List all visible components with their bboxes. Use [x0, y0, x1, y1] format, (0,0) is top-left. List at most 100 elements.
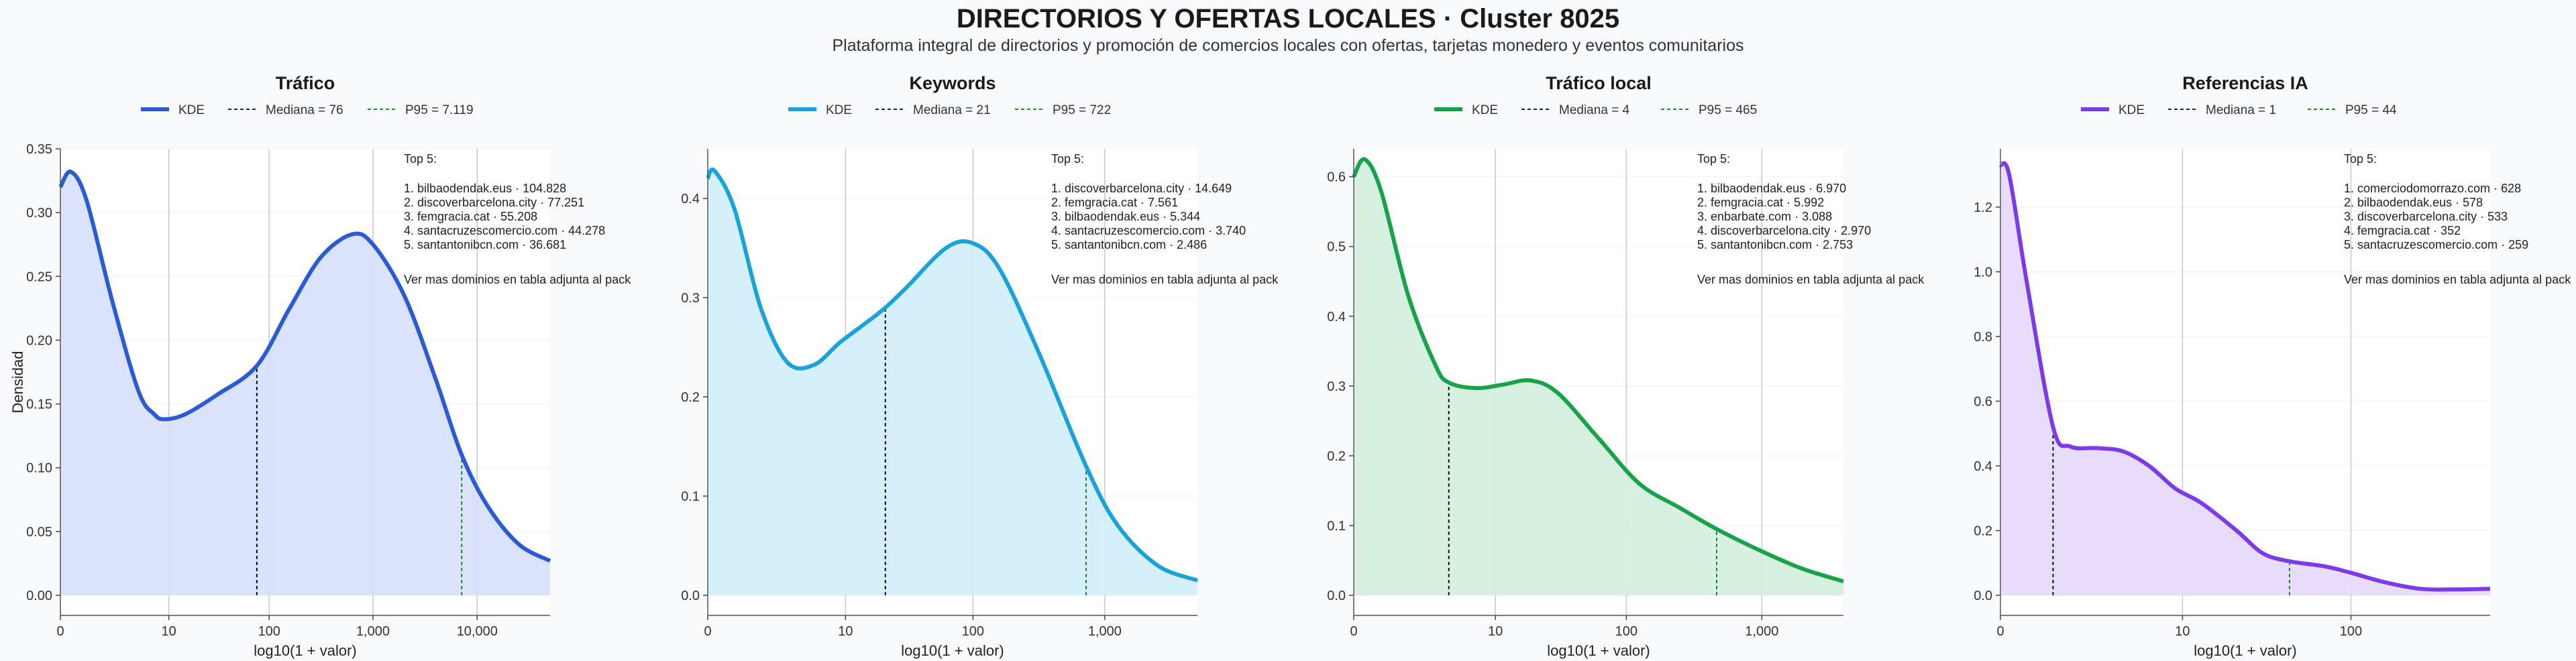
y-tick-label: 0.4: [681, 192, 700, 206]
y-tick-label: 0.15: [26, 398, 52, 412]
top5-item: 1. comerciodomorrazo.com · 628: [2344, 182, 2521, 195]
top5-item: 4. femgracia.cat · 352: [2344, 224, 2461, 237]
top5-footer: Ver mas dominios en tabla adjunta al pac…: [1697, 273, 1925, 286]
chart-1: Keywords KDE Mediana = 21 P95 = 722 0.0 0.1 0.…: [681, 73, 1279, 659]
chart-title: Referencias IA: [2182, 73, 2308, 93]
y-tick-label: 0.2: [681, 390, 700, 405]
top5-title: Top 5:: [404, 152, 437, 166]
y-tick-label: 0.1: [1327, 519, 1346, 534]
top5-title: Top 5:: [2344, 152, 2377, 166]
kde-area: [1354, 159, 1843, 595]
x-tick-label: 1,000: [356, 624, 390, 639]
top5-item: 3. bilbaodendak.eus · 5.344: [1051, 210, 1200, 223]
top5-item: 3. enbarbate.com · 3.088: [1697, 210, 1832, 223]
y-tick-label: 0.8: [1974, 330, 1992, 345]
y-tick-label: 0.6: [1327, 170, 1346, 185]
x-tick-label: 100: [962, 624, 984, 639]
top5-footer: Ver mas dominios en tabla adjunta al pac…: [1051, 273, 1279, 286]
y-tick-label: 0.6: [1974, 394, 1992, 409]
chart-title: Tráfico local: [1546, 73, 1652, 93]
chart-title: Tráfico: [276, 73, 335, 93]
legend-median-label: Mediana = 21: [913, 103, 991, 117]
x-tick-label: 10: [2175, 624, 2190, 639]
page-title: DIRECTORIOS Y OFERTAS LOCALES · Cluster …: [956, 4, 1620, 34]
top5-item: 2. discoverbarcelona.city · 77.251: [404, 196, 584, 209]
y-tick-label: 0.25: [26, 269, 52, 284]
top5-item: 1. discoverbarcelona.city · 14.649: [1051, 182, 1232, 195]
legend-p95-label: P95 = 7.119: [405, 103, 474, 117]
top5-item: 5. santantonibcn.com · 36.681: [404, 238, 566, 251]
y-tick-label: 0.1: [681, 489, 700, 504]
x-tick-label: 100: [258, 624, 280, 639]
y-tick-label: 0.2: [1974, 524, 1992, 538]
x-tick-label: 10,000: [457, 624, 498, 639]
kde-line: [58, 170, 551, 563]
x-tick-label: 0: [704, 624, 711, 639]
legend-kde-label: KDE: [2118, 103, 2145, 117]
legend-median-label: Mediana = 1: [2206, 103, 2276, 117]
legend-p95-label: P95 = 44: [2345, 103, 2397, 117]
top5-item: 2. femgracia.cat · 5.992: [1697, 196, 1824, 209]
top5-item: 5. santacruzescomercio.com · 259: [2344, 238, 2528, 251]
y-tick-label: 0.5: [1327, 240, 1346, 255]
x-axis-label: log10(1 + valor): [2194, 642, 2296, 659]
x-tick-label: 0: [1996, 624, 2004, 639]
x-tick-label: 0: [56, 624, 64, 639]
x-axis-label: log10(1 + valor): [254, 642, 356, 659]
y-tick-label: 0.20: [26, 333, 52, 348]
kde-area: [60, 171, 550, 595]
legend-kde-label: KDE: [178, 103, 205, 117]
y-tick-label: 0.4: [1974, 459, 1992, 474]
top5-item: 1. bilbaodendak.eus · 104.828: [404, 182, 566, 195]
top5-title: Top 5:: [1697, 152, 1730, 166]
y-tick-label: 1.0: [1974, 265, 1992, 280]
top5-item: 5. santantonibcn.com · 2.486: [1051, 238, 1207, 251]
page-subtitle: Plataforma integral de directorios y pro…: [832, 36, 1744, 55]
y-tick-label: 0.3: [1327, 379, 1346, 394]
legend-p95-label: P95 = 722: [1053, 103, 1111, 117]
top5-item: 2. bilbaodendak.eus · 578: [2344, 196, 2483, 209]
chart-0: Tráfico KDE Mediana = 76 P95 = 7.119 0.00 0.0…: [26, 73, 631, 659]
x-tick-label: 10: [162, 624, 176, 639]
y-tick-label: 0.3: [681, 291, 700, 306]
y-tick-label: 0.4: [1327, 310, 1346, 324]
top5-item: 4. santacruzescomercio.com · 44.278: [404, 224, 605, 237]
top5-title: Top 5:: [1051, 152, 1084, 166]
y-tick-label: 0.2: [1327, 449, 1346, 464]
y-tick-label: 0.35: [26, 142, 52, 157]
top5-item: 5. santantonibcn.com · 2.753: [1697, 238, 1853, 251]
x-tick-label: 1,000: [1088, 624, 1122, 639]
kde-area: [2000, 163, 2490, 595]
kde-line: [706, 167, 1199, 583]
legend-p95-label: P95 = 465: [1699, 103, 1757, 117]
kde-line: [1998, 161, 2491, 592]
x-axis-label: log10(1 + valor): [901, 642, 1004, 659]
chart-title: Keywords: [909, 73, 996, 93]
y-tick-label: 0.10: [26, 461, 52, 476]
chart-3: Referencias IA KDE Mediana = 1 P95 = 44 0.0 0…: [1974, 73, 2571, 659]
y-tick-label: 0.0: [681, 589, 700, 603]
x-tick-label: 1,000: [1745, 624, 1778, 639]
kde-line: [1352, 157, 1844, 584]
y-tick-label: 0.0: [1327, 589, 1346, 603]
top5-item: 1. bilbaodendak.eus · 6.970: [1697, 182, 1846, 195]
y-tick-label: 0.05: [26, 525, 52, 540]
chart-2: Tráfico local KDE Mediana = 4 P95 = 465 0.0 0…: [1327, 73, 1925, 659]
legend-median-label: Mediana = 4: [1559, 103, 1630, 117]
top5-footer: Ver mas dominios en tabla adjunta al pac…: [404, 273, 631, 286]
y-tick-label: 1.2: [1974, 200, 1992, 215]
legend-kde-label: KDE: [1472, 103, 1498, 117]
y-tick-label: 0.00: [26, 589, 52, 603]
y-tick-label: 0.30: [26, 206, 52, 221]
x-tick-label: 10: [838, 624, 853, 639]
top5-item: 2. femgracia.cat · 7.561: [1051, 196, 1178, 209]
top5-footer: Ver mas dominios en tabla adjunta al pac…: [2344, 273, 2571, 286]
y-axis-label: Densidad: [9, 351, 26, 414]
x-tick-label: 0: [1350, 624, 1357, 639]
kde-area: [708, 169, 1197, 596]
y-tick-label: 0.0: [1974, 589, 1992, 603]
x-axis-label: log10(1 + valor): [1547, 642, 1650, 659]
x-tick-label: 10: [1488, 624, 1503, 639]
x-tick-label: 100: [1615, 624, 1638, 639]
